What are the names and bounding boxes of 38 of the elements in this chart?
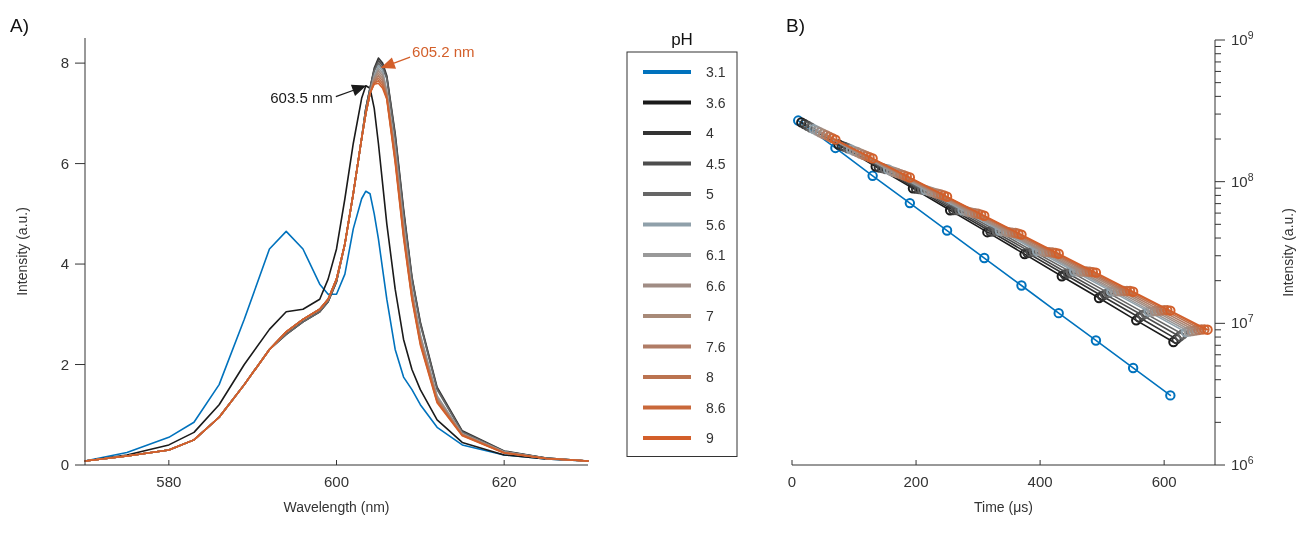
chart-title: B) [786, 15, 805, 36]
x-tick-label: 0 [787, 473, 797, 490]
annotation: 605.2 nm [412, 43, 475, 61]
x-tick-label: 620 [491, 473, 517, 490]
y-tick-label: 0 [60, 456, 69, 473]
legend-label: 7 [706, 308, 714, 324]
y-tick-label: 10$^{7}$ [1231, 312, 1254, 332]
legend-label: 9 [706, 430, 714, 446]
legend-label: 5.6 [706, 216, 726, 233]
legend-label: 8.6 [706, 399, 726, 416]
y-tick-label: 4 [60, 255, 69, 273]
y-axis-title: Intensity (a.u.) [1280, 208, 1296, 297]
chart-title: A) [10, 15, 29, 36]
legend-label: 6.6 [706, 277, 726, 294]
y-tick-label: 2 [60, 355, 69, 373]
legend-label: 4 [706, 125, 714, 141]
x-tick-label: 580 [156, 473, 182, 490]
y-tick-label: 10$^{8}$ [1231, 170, 1254, 190]
annotation: 603.5 nm [270, 88, 333, 106]
y-tick-label: 10$^{6}$ [1231, 454, 1254, 473]
x-tick-label: 400 [1027, 473, 1053, 490]
y-tick-label: 6 [60, 154, 69, 172]
y-axis-title: Intensity (a.u.) [14, 207, 30, 296]
legend-label: 4.5 [706, 155, 726, 172]
x-axis-title: Wavelength (nm) [283, 499, 390, 515]
legend-label: 3.1 [706, 64, 726, 80]
legend-label: 3.6 [706, 94, 726, 111]
y-tick-label: 10$^{9}$ [1231, 29, 1254, 48]
legend-label: 5 [706, 186, 714, 202]
x-axis-title: Time (μs) [974, 499, 1033, 515]
x-tick-label: 600 [323, 473, 350, 490]
legend-label: 7.6 [706, 338, 726, 355]
legend-label: 8 [706, 369, 714, 385]
legend-label: 6.1 [706, 247, 726, 263]
y-tick-label: 8 [60, 54, 69, 72]
x-tick-label: 200 [903, 473, 929, 490]
legend-title: pH [671, 30, 693, 49]
x-tick-label: 600 [1151, 473, 1177, 490]
